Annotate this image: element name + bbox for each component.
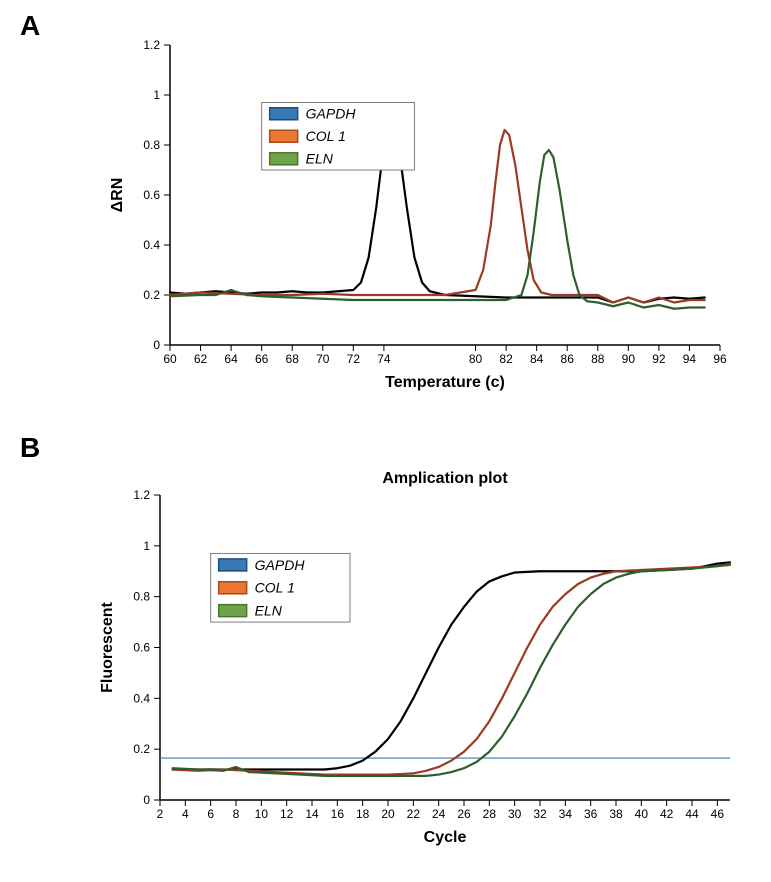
x-tick-label: 90 [622, 352, 636, 366]
x-tick-label: 66 [255, 352, 269, 366]
x-tick-label: 88 [591, 352, 605, 366]
x-tick-label: 44 [685, 807, 699, 821]
x-tick-label: 24 [432, 807, 446, 821]
y-tick-label: 0.2 [143, 288, 160, 302]
chart-b-amplification-plot: Amplication plot246810121416182022242628… [90, 460, 750, 860]
y-tick-label: 0.6 [143, 188, 160, 202]
x-tick-label: 16 [331, 807, 345, 821]
y-tick-label: 1 [153, 88, 160, 102]
x-tick-label: 18 [356, 807, 370, 821]
x-tick-label: 62 [194, 352, 208, 366]
y-tick-label: 0.4 [133, 691, 150, 705]
x-tick-label: 42 [660, 807, 674, 821]
x-tick-label: 6 [207, 807, 214, 821]
x-tick-label: 14 [305, 807, 319, 821]
x-tick-label: 40 [635, 807, 649, 821]
x-tick-label: 4 [182, 807, 189, 821]
x-tick-label: 20 [381, 807, 395, 821]
legend-label: GAPDH [255, 557, 306, 573]
x-tick-label: 22 [407, 807, 421, 821]
y-tick-label: 1 [143, 539, 150, 553]
y-tick-label: 1.2 [133, 488, 150, 502]
legend-label: ELN [306, 151, 334, 167]
y-tick-label: 0 [143, 793, 150, 807]
x-tick-label: 94 [683, 352, 697, 366]
legend-swatch [219, 605, 247, 617]
legend-label: COL 1 [306, 128, 346, 144]
x-tick-label: 10 [255, 807, 269, 821]
chart-a-svg: 60 62 64 66 68 70 72 74 80 82 84 86 88 90 92 94 96 0 0.2 0.… [100, 25, 740, 405]
x-tick-label: 46 [711, 807, 725, 821]
x-tick-label: 2 [157, 807, 164, 821]
y-tick-label: 0.8 [133, 590, 150, 604]
y-tick-label: 0.2 [133, 742, 150, 756]
x-tick-label: 86 [561, 352, 575, 366]
legend-swatch [270, 130, 298, 142]
legend-swatch [219, 559, 247, 571]
x-tick-label: 96 [713, 352, 727, 366]
legend-label: GAPDH [306, 106, 357, 122]
plot-background [100, 25, 740, 405]
panel-label-a: A [20, 10, 40, 42]
legend-label: COL 1 [255, 580, 295, 596]
x-tick-label: 60 [163, 352, 177, 366]
x-tick-label: 26 [457, 807, 471, 821]
legend-swatch [270, 153, 298, 165]
chart-title: Amplication plot [382, 470, 508, 487]
x-tick-label: 32 [533, 807, 547, 821]
x-tick-label: 74 [377, 352, 391, 366]
x-tick-label: 38 [609, 807, 623, 821]
y-axis-label: ΔRN [109, 178, 126, 213]
legend-label: ELN [255, 603, 283, 619]
y-tick-label: 0.8 [143, 138, 160, 152]
x-tick-label: 12 [280, 807, 294, 821]
x-tick-label: 82 [499, 352, 513, 366]
x-tick-label: 64 [224, 352, 238, 366]
chart-a-melt-curve: 60 62 64 66 68 70 72 74 80 82 84 86 88 90 92 94 96 0 0.2 0.… [100, 25, 740, 405]
y-tick-label: 0.4 [143, 238, 160, 252]
x-tick-label: 80 [469, 352, 483, 366]
x-tick-label: 84 [530, 352, 544, 366]
x-tick-label: 34 [559, 807, 573, 821]
chart-b-svg: Amplication plot246810121416182022242628… [90, 460, 750, 860]
legend-swatch [270, 108, 298, 120]
y-axis-label: Fluorescent [99, 601, 116, 692]
page: A B 606264666870727480828486889092949600… [0, 0, 771, 882]
x-tick-label: 30 [508, 807, 522, 821]
x-tick-label: 36 [584, 807, 598, 821]
x-tick-label: 92 [652, 352, 666, 366]
y-tick-label: 0 [153, 338, 160, 352]
panel-label-b: B [20, 432, 40, 464]
y-tick-label: 1.2 [143, 38, 160, 52]
legend-swatch [219, 582, 247, 594]
x-tick-label: 68 [286, 352, 300, 366]
x-tick-label: 72 [347, 352, 361, 366]
x-axis-label: Temperature (c) [385, 374, 505, 391]
x-tick-label: 70 [316, 352, 330, 366]
y-tick-label: 0.6 [133, 641, 150, 655]
x-axis-label: Cycle [424, 829, 467, 846]
x-tick-label: 28 [483, 807, 497, 821]
x-tick-label: 8 [233, 807, 240, 821]
